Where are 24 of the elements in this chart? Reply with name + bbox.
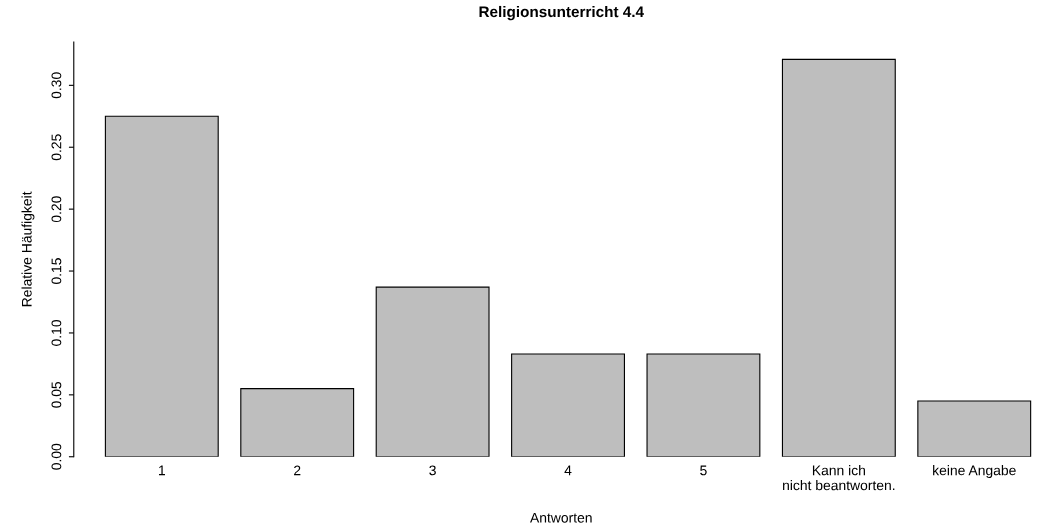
y-axis-title: Relative Häufigkeit xyxy=(21,191,35,307)
x-tick-label: 4 xyxy=(564,465,572,476)
bar xyxy=(104,115,219,457)
x-tick-label: 1 xyxy=(158,465,165,476)
chart-title: Religionsunterricht 4.4 xyxy=(479,5,644,21)
bar xyxy=(375,286,490,457)
y-tick-label: 0.25 xyxy=(51,134,62,161)
bar xyxy=(917,400,1032,457)
y-tick-label: 0.15 xyxy=(51,258,62,285)
bar xyxy=(240,388,355,457)
x-axis-title: Antworten xyxy=(530,512,592,523)
bar xyxy=(511,353,625,457)
x-tick-label: keine Angabe xyxy=(933,465,1016,479)
y-tick-label: 0.30 xyxy=(51,72,62,99)
bar xyxy=(781,58,896,457)
bar xyxy=(646,353,761,457)
x-tick-label: 5 xyxy=(700,465,707,476)
y-tick-label: 0.00 xyxy=(51,443,62,470)
y-tick-label: 0.05 xyxy=(51,381,62,408)
x-tick-label: 2 xyxy=(294,465,301,476)
x-tick-label: Kann ich nicht beantworten. xyxy=(783,465,895,491)
x-tick-label: 3 xyxy=(429,465,436,476)
y-tick-label: 0.10 xyxy=(51,319,62,346)
y-tick-label: 0.20 xyxy=(51,196,62,223)
